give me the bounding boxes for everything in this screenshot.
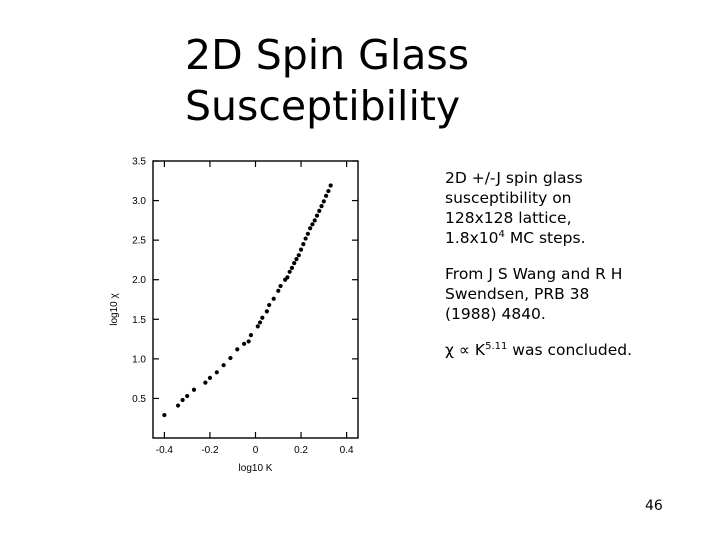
data-point: [248, 333, 254, 338]
note-conclusion: χ ∝ K5.11 was concluded.: [445, 340, 633, 359]
y-tick-label: 0.5: [132, 394, 146, 405]
data-point: [287, 269, 292, 274]
y-tick-label: 2.5: [132, 236, 146, 247]
x-axis-label: log10 K: [239, 463, 273, 474]
slide-title: 2D Spin Glass Susceptibility: [185, 30, 469, 132]
slide-title-line1: 2D Spin Glass: [185, 31, 470, 79]
data-point: [235, 347, 240, 352]
data-point: [228, 355, 233, 361]
y-tick-label: 1.0: [132, 354, 146, 365]
data-point: [321, 199, 326, 204]
y-tick-label: 3.5: [132, 157, 146, 168]
x-tick-label: 0.2: [294, 445, 308, 456]
data-point: [312, 218, 317, 223]
plot-frame: [152, 160, 359, 439]
data-point: [292, 260, 297, 266]
note-reference: From J S Wang and R H Swendsen, PRB 38 (…: [445, 265, 623, 323]
data-point: [301, 242, 306, 247]
slide-title-line2: Susceptibility: [185, 82, 461, 130]
data-point: [191, 387, 197, 392]
data-point: [207, 375, 213, 380]
data-point: [214, 370, 219, 375]
data-point: [276, 288, 281, 293]
data-point: [264, 309, 269, 314]
data-point: [314, 213, 320, 218]
note-exponent: 4: [498, 228, 505, 240]
data-point: [278, 283, 283, 289]
note-simulation: 2D +/-J spin glass susceptibility on 128…: [445, 169, 586, 247]
data-point: [221, 363, 226, 368]
data-point: [319, 204, 324, 209]
data-point: [305, 231, 310, 236]
data-point: [289, 265, 295, 270]
data-point: [260, 315, 265, 320]
y-tick-label: 1.5: [132, 315, 146, 326]
conclusion-exponent: 5.11: [485, 340, 508, 352]
data-point: [257, 320, 263, 325]
page-number: 46: [645, 498, 663, 514]
data-point: [285, 275, 290, 280]
data-point: [203, 380, 208, 385]
data-point: [271, 296, 276, 301]
data-point: [328, 183, 333, 188]
data-point: [296, 253, 301, 258]
y-tick-label: 2.0: [132, 275, 146, 286]
data-point: [298, 247, 304, 252]
data-point: [326, 188, 331, 194]
data-point: [180, 397, 185, 403]
data-point: [255, 324, 260, 329]
data-point: [294, 257, 299, 262]
data-point: [267, 302, 272, 308]
data-point: [162, 412, 167, 418]
x-tick-label: 0.4: [340, 445, 354, 456]
y-axis-label: log10 χ: [109, 293, 120, 326]
y-tick-label: 3.0: [132, 196, 146, 207]
data-point: [242, 341, 247, 346]
data-point: [310, 222, 315, 227]
data-point: [308, 226, 313, 231]
data-point: [324, 193, 329, 198]
data-point: [246, 339, 251, 344]
data-point: [317, 208, 322, 213]
x-tick-label: 0: [253, 445, 259, 456]
data-point: [175, 403, 181, 408]
data-point: [303, 236, 308, 241]
data-point: [185, 393, 190, 399]
notes-panel: 2D +/-J spin glass susceptibility on 128…: [445, 168, 635, 376]
x-tick-label: -0.2: [201, 445, 219, 456]
x-tick-label: -0.4: [156, 445, 174, 456]
